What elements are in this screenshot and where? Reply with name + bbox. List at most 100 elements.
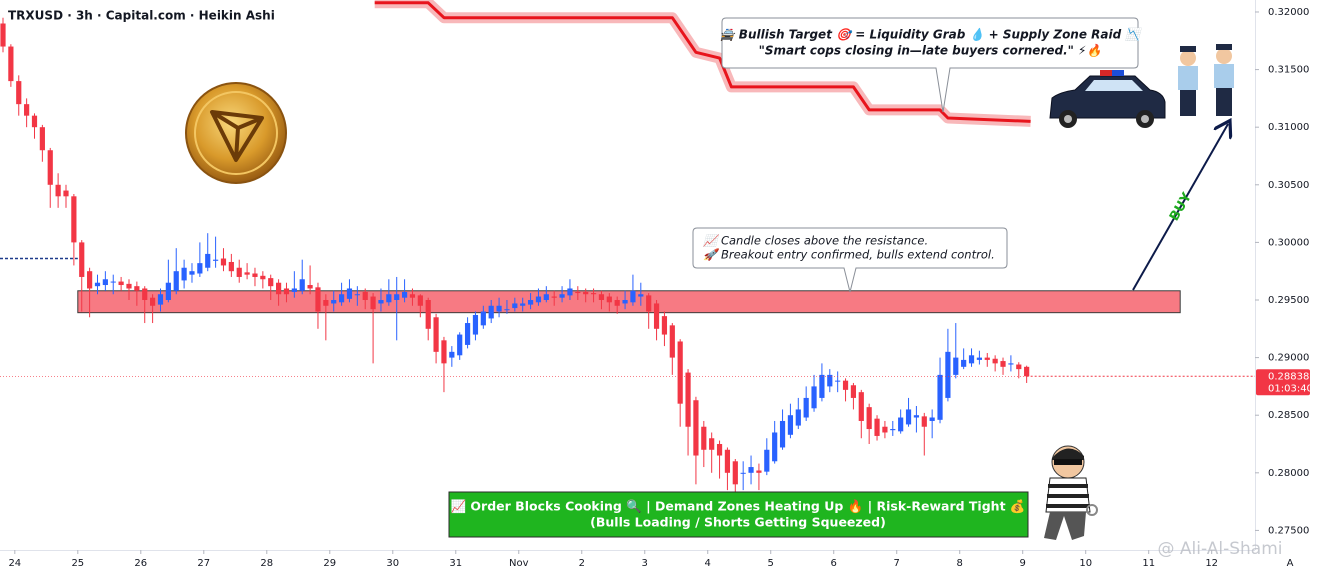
candle-body [606,296,612,303]
candle-body [31,115,38,128]
candle-body [740,472,746,474]
candle-body [291,288,297,292]
candle-body [213,259,219,261]
candle-body [102,279,108,286]
candle-body [268,278,274,287]
x-tick-label: 26 [134,558,147,569]
candle-body [236,267,242,277]
chart-title: TRXUSD · 3h · Capital.com · Heikin Ashi [8,9,275,23]
y-tick-label: 0.30000 [1268,237,1309,248]
candle-body [480,311,486,326]
x-tick-label: 12 [1205,558,1218,569]
candle-body [559,294,565,298]
candle-body [937,374,943,420]
x-tick-label: 8 [957,558,963,569]
candle-body [732,461,738,485]
candle-body [779,420,786,448]
candle-body [394,294,400,300]
coin-illustration [185,82,287,184]
candle-body [913,415,920,418]
candle-body [653,303,660,329]
candle-body [157,294,164,305]
candle-body [543,294,549,300]
candle-body [811,386,817,409]
bottom-note: 📈 Order Blocks Cooking 🔍 | Demand Zones … [448,491,1029,538]
candle-body [299,279,305,291]
candle-body [772,432,778,462]
candle-body [677,341,683,404]
axis-auto-button[interactable]: A [1287,558,1294,569]
x-tick-label: 3 [642,558,648,569]
candle-body [850,385,857,398]
candle-body [260,275,266,280]
candle-body [646,295,652,312]
callout-text: 📈 Candle closes above the resistance. [703,234,928,248]
candle-body [787,415,794,435]
candle-body [882,426,888,433]
candle-body [874,418,880,436]
candle-body [945,351,951,398]
candle-body [661,316,668,335]
candle-body [520,303,526,306]
candle-body [441,340,447,364]
x-tick-label: 29 [323,558,336,569]
candle-body [842,380,849,390]
candle-body [55,184,61,197]
x-tick-label: 7 [894,558,900,569]
candle-body [354,294,360,296]
last-price-tag [1256,369,1310,396]
candle-body [575,291,581,294]
candle-body [748,467,754,473]
candle-body [984,357,990,360]
candle-body [598,294,605,300]
candle-body [905,409,912,425]
candle-body [118,281,124,286]
candle-body [362,291,368,300]
candle-body [622,300,628,304]
candle-body [8,46,14,82]
candle-body [583,291,589,295]
candle-body [165,282,171,300]
candle-body [496,305,502,312]
candle-body [921,416,927,427]
x-tick-label: 2 [579,558,585,569]
candle-body [220,258,227,266]
candle-body [457,334,463,356]
candle-body [693,400,699,456]
candle-body [283,288,290,295]
candle-body [244,272,250,275]
candle-body [63,190,69,197]
y-tick-label: 0.29000 [1268,353,1309,364]
candle-body [39,127,45,151]
buy-arrow [1132,124,1228,291]
candle-body [1008,363,1014,365]
x-tick-label: 4 [705,558,711,569]
candle-body [819,374,825,398]
candle-body [252,273,258,277]
police-illustration [1049,44,1234,128]
candle-body [307,285,313,289]
candle-body [417,295,423,306]
candle-body [47,150,53,185]
candle-body [968,355,975,364]
y-tick-label: 0.28000 [1268,468,1309,479]
candle-body [464,323,471,345]
candle-body [764,449,770,472]
candle-body [189,271,195,275]
last-price-label: 0.28838 [1268,371,1309,382]
candle-body [488,305,494,319]
candle-body [228,261,234,272]
candle-body [378,300,384,304]
candle-body [315,287,321,312]
candle-body [79,242,85,277]
candle-body [87,271,93,289]
candle-body [323,300,329,306]
trail-line [374,1,1031,123]
candle-body [338,294,345,303]
candle-body [630,290,636,303]
candle-body [795,409,801,426]
resistance-zone [77,290,1181,314]
note-text: (Bulls Loading / Shorts Getting Squeezed… [590,515,886,530]
candle-body [71,196,77,243]
